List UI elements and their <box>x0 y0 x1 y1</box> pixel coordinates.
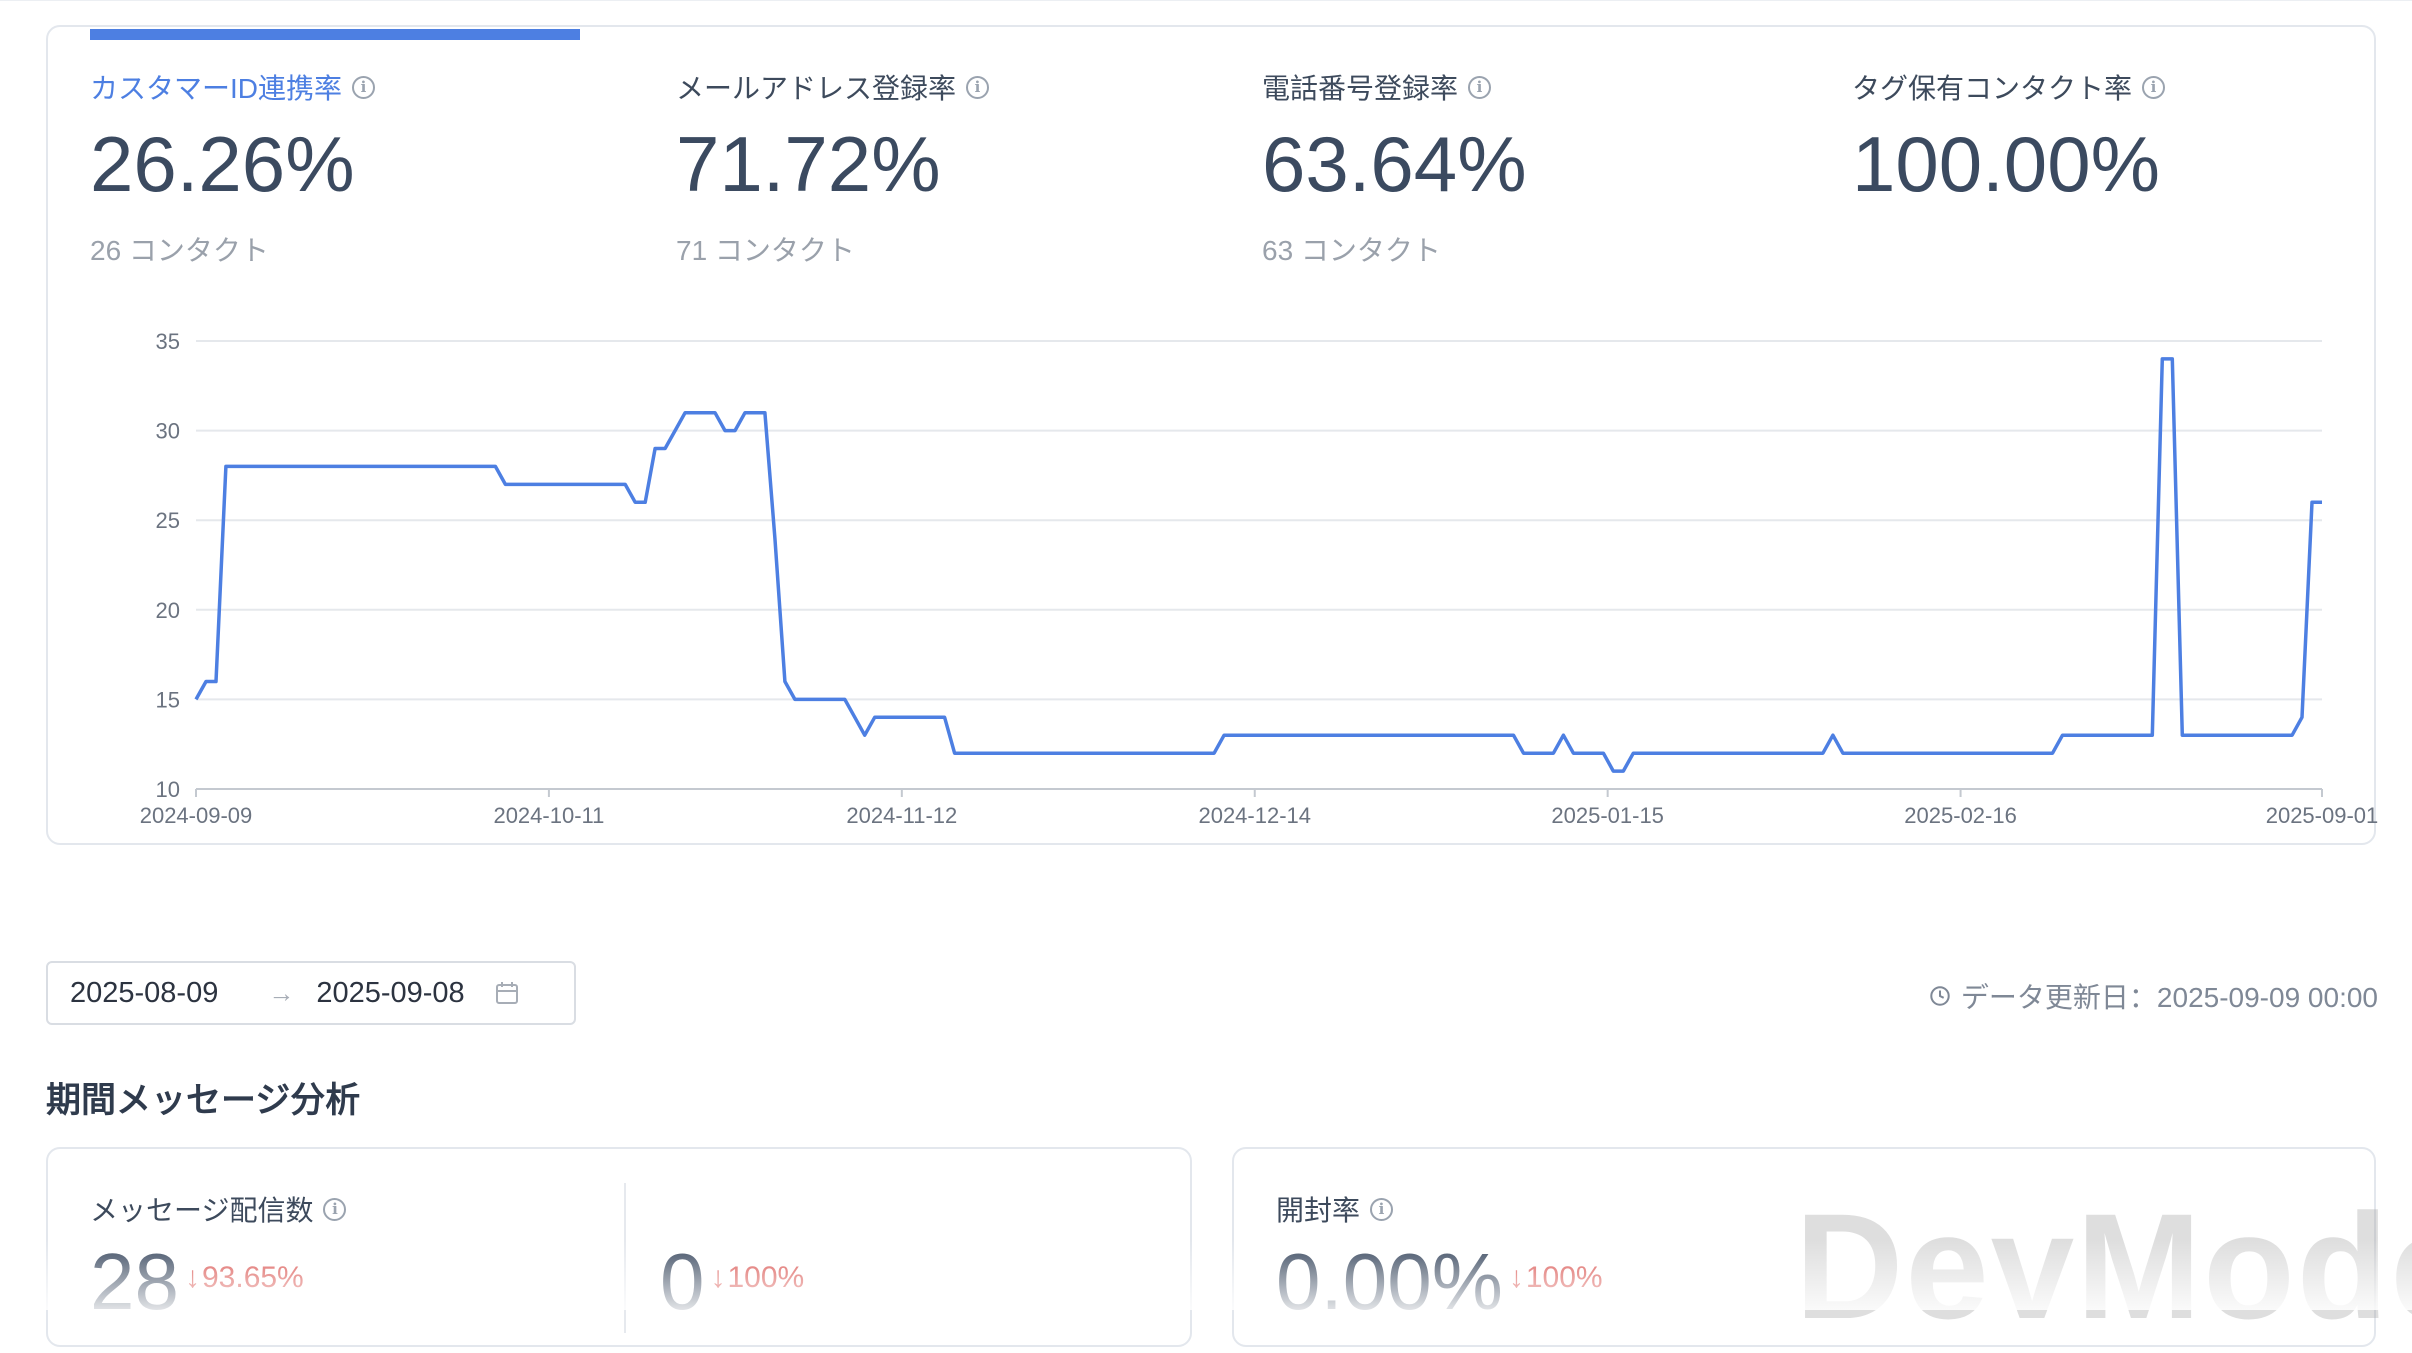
info-circle-icon[interactable]: i <box>2142 75 2166 99</box>
info-circle-icon[interactable]: i <box>1468 75 1492 99</box>
card-title: 開封率 i <box>1276 1189 1394 1229</box>
y-tick-label: 10 <box>156 777 180 802</box>
devmode-watermark: DevMode <box>1795 1182 2412 1350</box>
y-tick-label: 15 <box>156 687 180 712</box>
y-tick-label: 25 <box>156 508 180 533</box>
message-delivery-card: メッセージ配信数 i 28 ↓93.65% 0 ↓100% <box>46 1147 1192 1347</box>
y-tick-label: 20 <box>156 598 180 623</box>
tab-email-rate[interactable]: メールアドレス登録率 i 71.72% 71 コンタクト <box>676 67 990 269</box>
metric-contact-count: 71 コンタクト <box>676 235 855 266</box>
x-tick-label: 2025-09-01 <box>2266 803 2379 828</box>
series-line <box>194 357 2322 773</box>
range-arrow-icon: → <box>268 977 295 1008</box>
arrow-down-icon: ↓ <box>184 1261 200 1294</box>
delta-text: 100% <box>1525 1261 1603 1294</box>
end-date-input[interactable]: 2025-09-08 <box>316 976 465 1009</box>
card-title-text: 開封率 <box>1276 1195 1361 1226</box>
card-title: メッセージ配信数 i <box>90 1189 347 1229</box>
metric-value: 26.26% <box>90 120 355 208</box>
x-tick-label: 2025-01-15 <box>1551 803 1664 828</box>
update-text: データ更新日：2025-09-09 00:00 <box>1960 982 2378 1013</box>
active-tab-indicator <box>90 29 580 40</box>
metric-title-text: カスタマーID連携率 <box>90 73 343 104</box>
delivery-count: 28 ↓93.65% <box>90 1242 304 1322</box>
metric-title: メールアドレス登録率 i <box>676 67 990 107</box>
info-circle-icon[interactable]: i <box>1370 1197 1394 1221</box>
card-divider <box>624 1183 626 1333</box>
tab-customer-id-rate[interactable]: カスタマーID連携率 i 26.26% 26 コンタクト <box>90 67 376 269</box>
metric-title-text: 電話番号登録率 <box>1262 73 1459 104</box>
delivery-count-value: 28 <box>90 1237 179 1326</box>
section-title: 期間メッセージ分析 <box>46 1081 361 1120</box>
secondary-count-value: 0 <box>660 1237 705 1326</box>
metric-contact-count: 26 コンタクト <box>90 235 269 266</box>
y-tick-label: 35 <box>156 329 180 354</box>
secondary-delta: ↓100% <box>711 1261 805 1294</box>
tab-tag-rate[interactable]: タグ保有コンタクト率 i 100.00% <box>1852 67 2166 229</box>
start-date-input[interactable]: 2025-08-09 <box>70 976 219 1009</box>
x-tick-label: 2024-11-12 <box>846 803 957 828</box>
tab-phone-rate[interactable]: 電話番号登録率 i 63.64% 63 コンタクト <box>1262 67 1527 269</box>
metric-value: 63.64% <box>1262 120 1527 208</box>
card-title-text: メッセージ配信数 <box>90 1195 314 1226</box>
metric-title-text: タグ保有コンタクト率 <box>1852 73 2133 104</box>
date-range-picker[interactable]: 2025-08-09 → 2025-09-08 <box>46 961 576 1025</box>
metric-value: 71.72% <box>676 120 941 208</box>
arrow-down-icon: ↓ <box>710 1261 726 1294</box>
metric-contact-count: 63 コンタクト <box>1262 235 1441 266</box>
delivery-delta: ↓93.65% <box>185 1261 304 1294</box>
delta-text: 93.65% <box>201 1261 304 1294</box>
metric-title-text: メールアドレス登録率 <box>676 73 957 104</box>
x-tick-label: 2025-02-16 <box>1904 803 2017 828</box>
open-rate-value: 0.00% <box>1276 1237 1503 1326</box>
info-circle-icon[interactable]: i <box>966 75 990 99</box>
metric-title: タグ保有コンタクト率 i <box>1852 67 2166 107</box>
metric-title: 電話番号登録率 i <box>1262 67 1527 107</box>
data-update-timestamp: データ更新日：2025-09-09 00:00 <box>1929 976 2378 1016</box>
clock-icon <box>1930 986 1950 1006</box>
x-tick-label: 2024-12-14 <box>1198 803 1311 828</box>
x-tick-label: 2024-10-11 <box>493 803 604 828</box>
secondary-count: 0 ↓100% <box>660 1242 804 1322</box>
metric-title: カスタマーID連携率 i <box>90 67 376 107</box>
calendar-icon[interactable] <box>495 981 519 1005</box>
metric-value: 100.00% <box>1852 120 2160 208</box>
open-rate-delta: ↓100% <box>1509 1261 1603 1294</box>
y-tick-label: 30 <box>156 419 180 444</box>
open-rate: 0.00% ↓100% <box>1276 1242 1603 1322</box>
arrow-down-icon: ↓ <box>1508 1261 1524 1294</box>
top-border <box>0 0 2412 1</box>
info-circle-icon[interactable]: i <box>323 1197 347 1221</box>
contact-kpi-card: カスタマーID連携率 i 26.26% 26 コンタクト メールアドレス登録率 … <box>46 25 2378 845</box>
info-circle-icon[interactable]: i <box>352 75 376 99</box>
delta-text: 100% <box>727 1261 805 1294</box>
x-tick-label: 2024-09-09 <box>140 803 253 828</box>
